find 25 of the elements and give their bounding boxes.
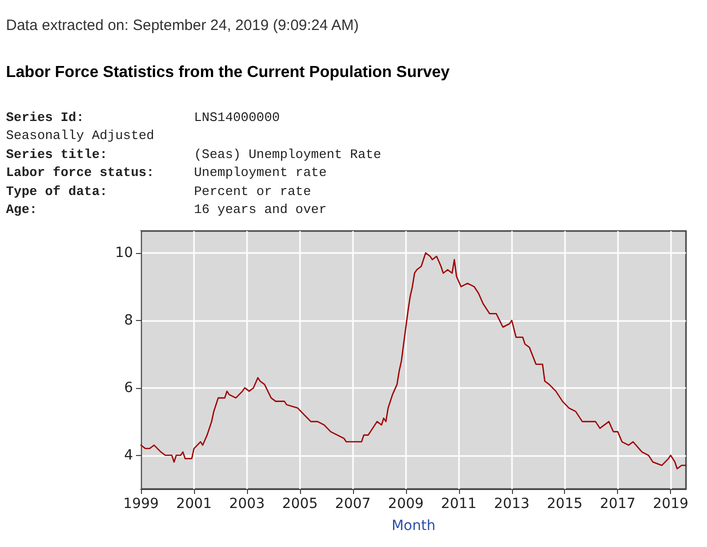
text: Seasonally Adjusted bbox=[6, 127, 156, 146]
text: Series title: (Seas) Unemployment Rate bbox=[6, 146, 382, 162]
chart-title: Labor Force Statistics from the Current Population Survey bbox=[6, 64, 450, 82]
x-axis-title: Month bbox=[392, 518, 436, 534]
text: Type of data: Percent or rate bbox=[6, 184, 312, 199]
x-tick-label: 2003 bbox=[229, 496, 265, 512]
y-tick-label: 6 bbox=[124, 380, 134, 396]
x-tick-label: 2001 bbox=[176, 496, 212, 512]
x-tick-label: 2013 bbox=[494, 496, 530, 512]
text: Series Id: LNS14000000 bbox=[6, 110, 280, 125]
x-tick-label: 1999 bbox=[123, 496, 159, 512]
x-tick-label: 2019 bbox=[652, 496, 688, 512]
x-tick-label: 2017 bbox=[600, 496, 636, 512]
x-tick-label: 2011 bbox=[440, 496, 477, 512]
y-tick-label: 8 bbox=[124, 312, 133, 328]
text: Age: 16 years and over bbox=[6, 202, 327, 217]
line-series bbox=[140, 252, 687, 470]
x-tick-label: 2005 bbox=[282, 496, 318, 512]
text: Labor force status: Unemployment rate bbox=[6, 165, 327, 180]
x-tick-label: 2009 bbox=[388, 496, 424, 512]
text: Data extracted on: September 24, 2019 (9:09:24 AM) bbox=[6, 17, 359, 34]
y-tick-label: 4 bbox=[124, 447, 134, 464]
x-tick-label: 2007 bbox=[335, 496, 371, 512]
y-tick-label: 10 bbox=[115, 244, 133, 261]
x-tick-label: 2015 bbox=[546, 496, 583, 512]
